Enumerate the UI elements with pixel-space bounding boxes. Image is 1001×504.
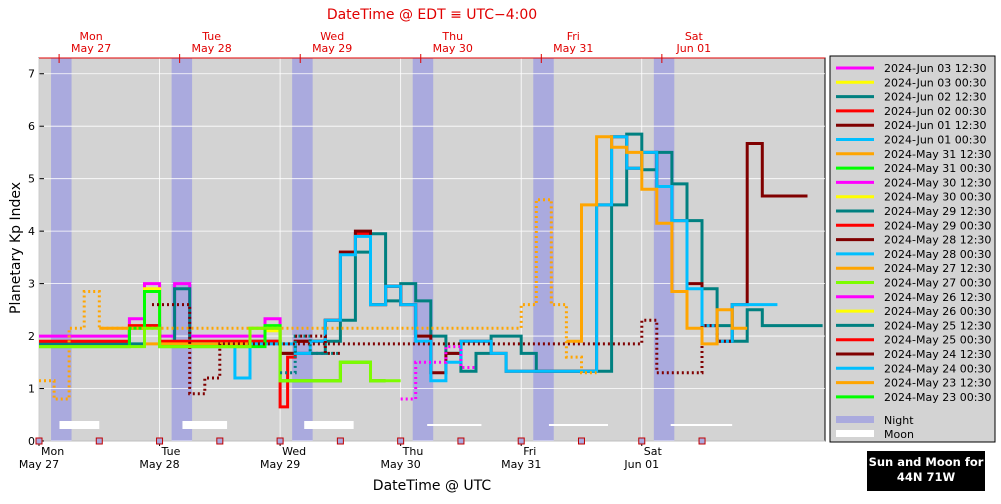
legend-label: 2024-May 29 12:30 xyxy=(884,205,991,218)
axis-marker xyxy=(95,437,103,445)
legend-label: 2024-May 26 00:30 xyxy=(884,305,991,318)
y-tick-label: 5 xyxy=(28,173,35,186)
x-day-date: May 30 xyxy=(381,458,421,471)
moon-bar xyxy=(427,424,482,426)
legend-label: 2024-May 30 00:30 xyxy=(884,191,991,204)
axis-marker xyxy=(336,437,344,445)
legend-label: 2024-May 31 00:30 xyxy=(884,162,991,175)
night-band xyxy=(51,58,72,441)
legend-label: 2024-May 23 00:30 xyxy=(884,391,991,404)
series-line xyxy=(295,334,341,355)
legend-swatch-extra xyxy=(836,430,874,437)
badge-line-1: Sun and Moon for xyxy=(868,455,984,469)
series-line xyxy=(566,135,748,346)
axis-marker xyxy=(397,437,405,445)
x-day-name: Sat xyxy=(644,445,663,458)
top-day-name: Wed xyxy=(320,30,344,43)
top-day-name: Thu xyxy=(441,30,463,43)
y-tick-label: 2 xyxy=(28,330,35,343)
y-tick-label: 1 xyxy=(28,383,35,396)
legend-extra-label: Night xyxy=(884,414,914,427)
series-line xyxy=(39,198,597,401)
legend-label: 2024-May 27 12:30 xyxy=(884,262,991,275)
axis-marker xyxy=(35,437,43,445)
axis-marker xyxy=(216,437,224,445)
moon-bar xyxy=(59,421,100,429)
moon-bar xyxy=(304,421,354,429)
x-axis-label: DateTime @ UTC xyxy=(373,478,492,494)
axis-marker xyxy=(638,437,646,445)
x-day-name: Mon xyxy=(41,445,64,458)
top-day-date: May 28 xyxy=(192,42,232,55)
axis-marker xyxy=(276,437,284,445)
legend-label: 2024-May 25 12:30 xyxy=(884,319,991,332)
top-day-date: May 31 xyxy=(553,42,593,55)
legend-label: 2024-May 23 12:30 xyxy=(884,377,991,390)
legend-swatch-extra xyxy=(836,416,874,423)
top-day-date: May 29 xyxy=(312,42,352,55)
x-day-date: Jun 01 xyxy=(623,458,659,471)
moon-bar xyxy=(548,424,609,426)
legend-label: 2024-May 24 00:30 xyxy=(884,362,991,375)
legend-label: 2024-Jun 02 12:30 xyxy=(884,91,986,104)
x-day-name: Fri xyxy=(523,445,536,458)
legend-label: 2024-Jun 03 00:30 xyxy=(884,76,986,89)
x-day-date: May 29 xyxy=(260,458,300,471)
legend-label: 2024-Jun 02 00:30 xyxy=(884,105,986,118)
y-tick-label: 0 xyxy=(28,435,35,448)
legend-label: 2024-Jun 03 12:30 xyxy=(884,62,986,75)
legend-label: 2024-Jun 01 12:30 xyxy=(884,119,986,132)
x-day-name: Thu xyxy=(402,445,424,458)
night-band xyxy=(292,58,313,441)
y-tick-label: 6 xyxy=(28,120,35,133)
y-axis-label: Planetary Kp Index xyxy=(8,182,24,314)
legend-label: 2024-May 29 00:30 xyxy=(884,219,991,232)
axis-marker xyxy=(156,437,164,445)
legend-label: 2024-May 24 12:30 xyxy=(884,348,991,361)
legend-label: 2024-May 28 00:30 xyxy=(884,248,991,261)
x-day-date: May 27 xyxy=(19,458,59,471)
axis-marker xyxy=(457,437,465,445)
axis-marker xyxy=(698,437,706,445)
top-day-date: Jun 01 xyxy=(676,42,712,55)
x-day-date: May 28 xyxy=(139,458,179,471)
y-tick-label: 4 xyxy=(28,225,35,238)
x-day-name: Wed xyxy=(282,445,306,458)
axis-marker xyxy=(517,437,525,445)
top-day-name: Mon xyxy=(79,30,102,43)
y-tick-label: 7 xyxy=(28,68,35,81)
legend-box xyxy=(829,55,996,443)
legend-label: 2024-May 27 00:30 xyxy=(884,277,991,290)
series-line xyxy=(400,345,476,401)
top-day-date: May 27 xyxy=(71,42,111,55)
top-day-name: Fri xyxy=(567,30,580,43)
legend-extra-label: Moon xyxy=(884,428,914,441)
top-day-name: Tue xyxy=(201,30,221,43)
series-line xyxy=(152,303,733,396)
series-line xyxy=(39,326,401,383)
badge-line-2: 44N 71W xyxy=(896,470,956,484)
night-band xyxy=(533,58,554,441)
legend-label: 2024-May 30 12:30 xyxy=(884,176,991,189)
top-day-date: May 30 xyxy=(433,42,473,55)
top-title: DateTime @ EDT ≡ UTC−4:00 xyxy=(327,7,537,23)
series-line xyxy=(189,135,778,383)
x-day-name: Tue xyxy=(161,445,181,458)
legend-label: 2024-May 28 12:30 xyxy=(884,234,991,247)
legend-label: 2024-May 25 00:30 xyxy=(884,334,991,347)
top-day-name: Sat xyxy=(685,30,704,43)
moon-bar xyxy=(670,424,733,426)
moon-bar xyxy=(182,421,228,429)
legend-label: 2024-Jun 01 00:30 xyxy=(884,134,986,147)
x-day-date: May 31 xyxy=(501,458,541,471)
legend-label: 2024-May 31 12:30 xyxy=(884,148,991,161)
y-tick-label: 3 xyxy=(28,278,35,291)
sun-moon-badge: Sun and Moon for 44N 71W xyxy=(867,451,985,491)
axis-marker xyxy=(577,437,585,445)
legend-label: 2024-May 26 12:30 xyxy=(884,291,991,304)
